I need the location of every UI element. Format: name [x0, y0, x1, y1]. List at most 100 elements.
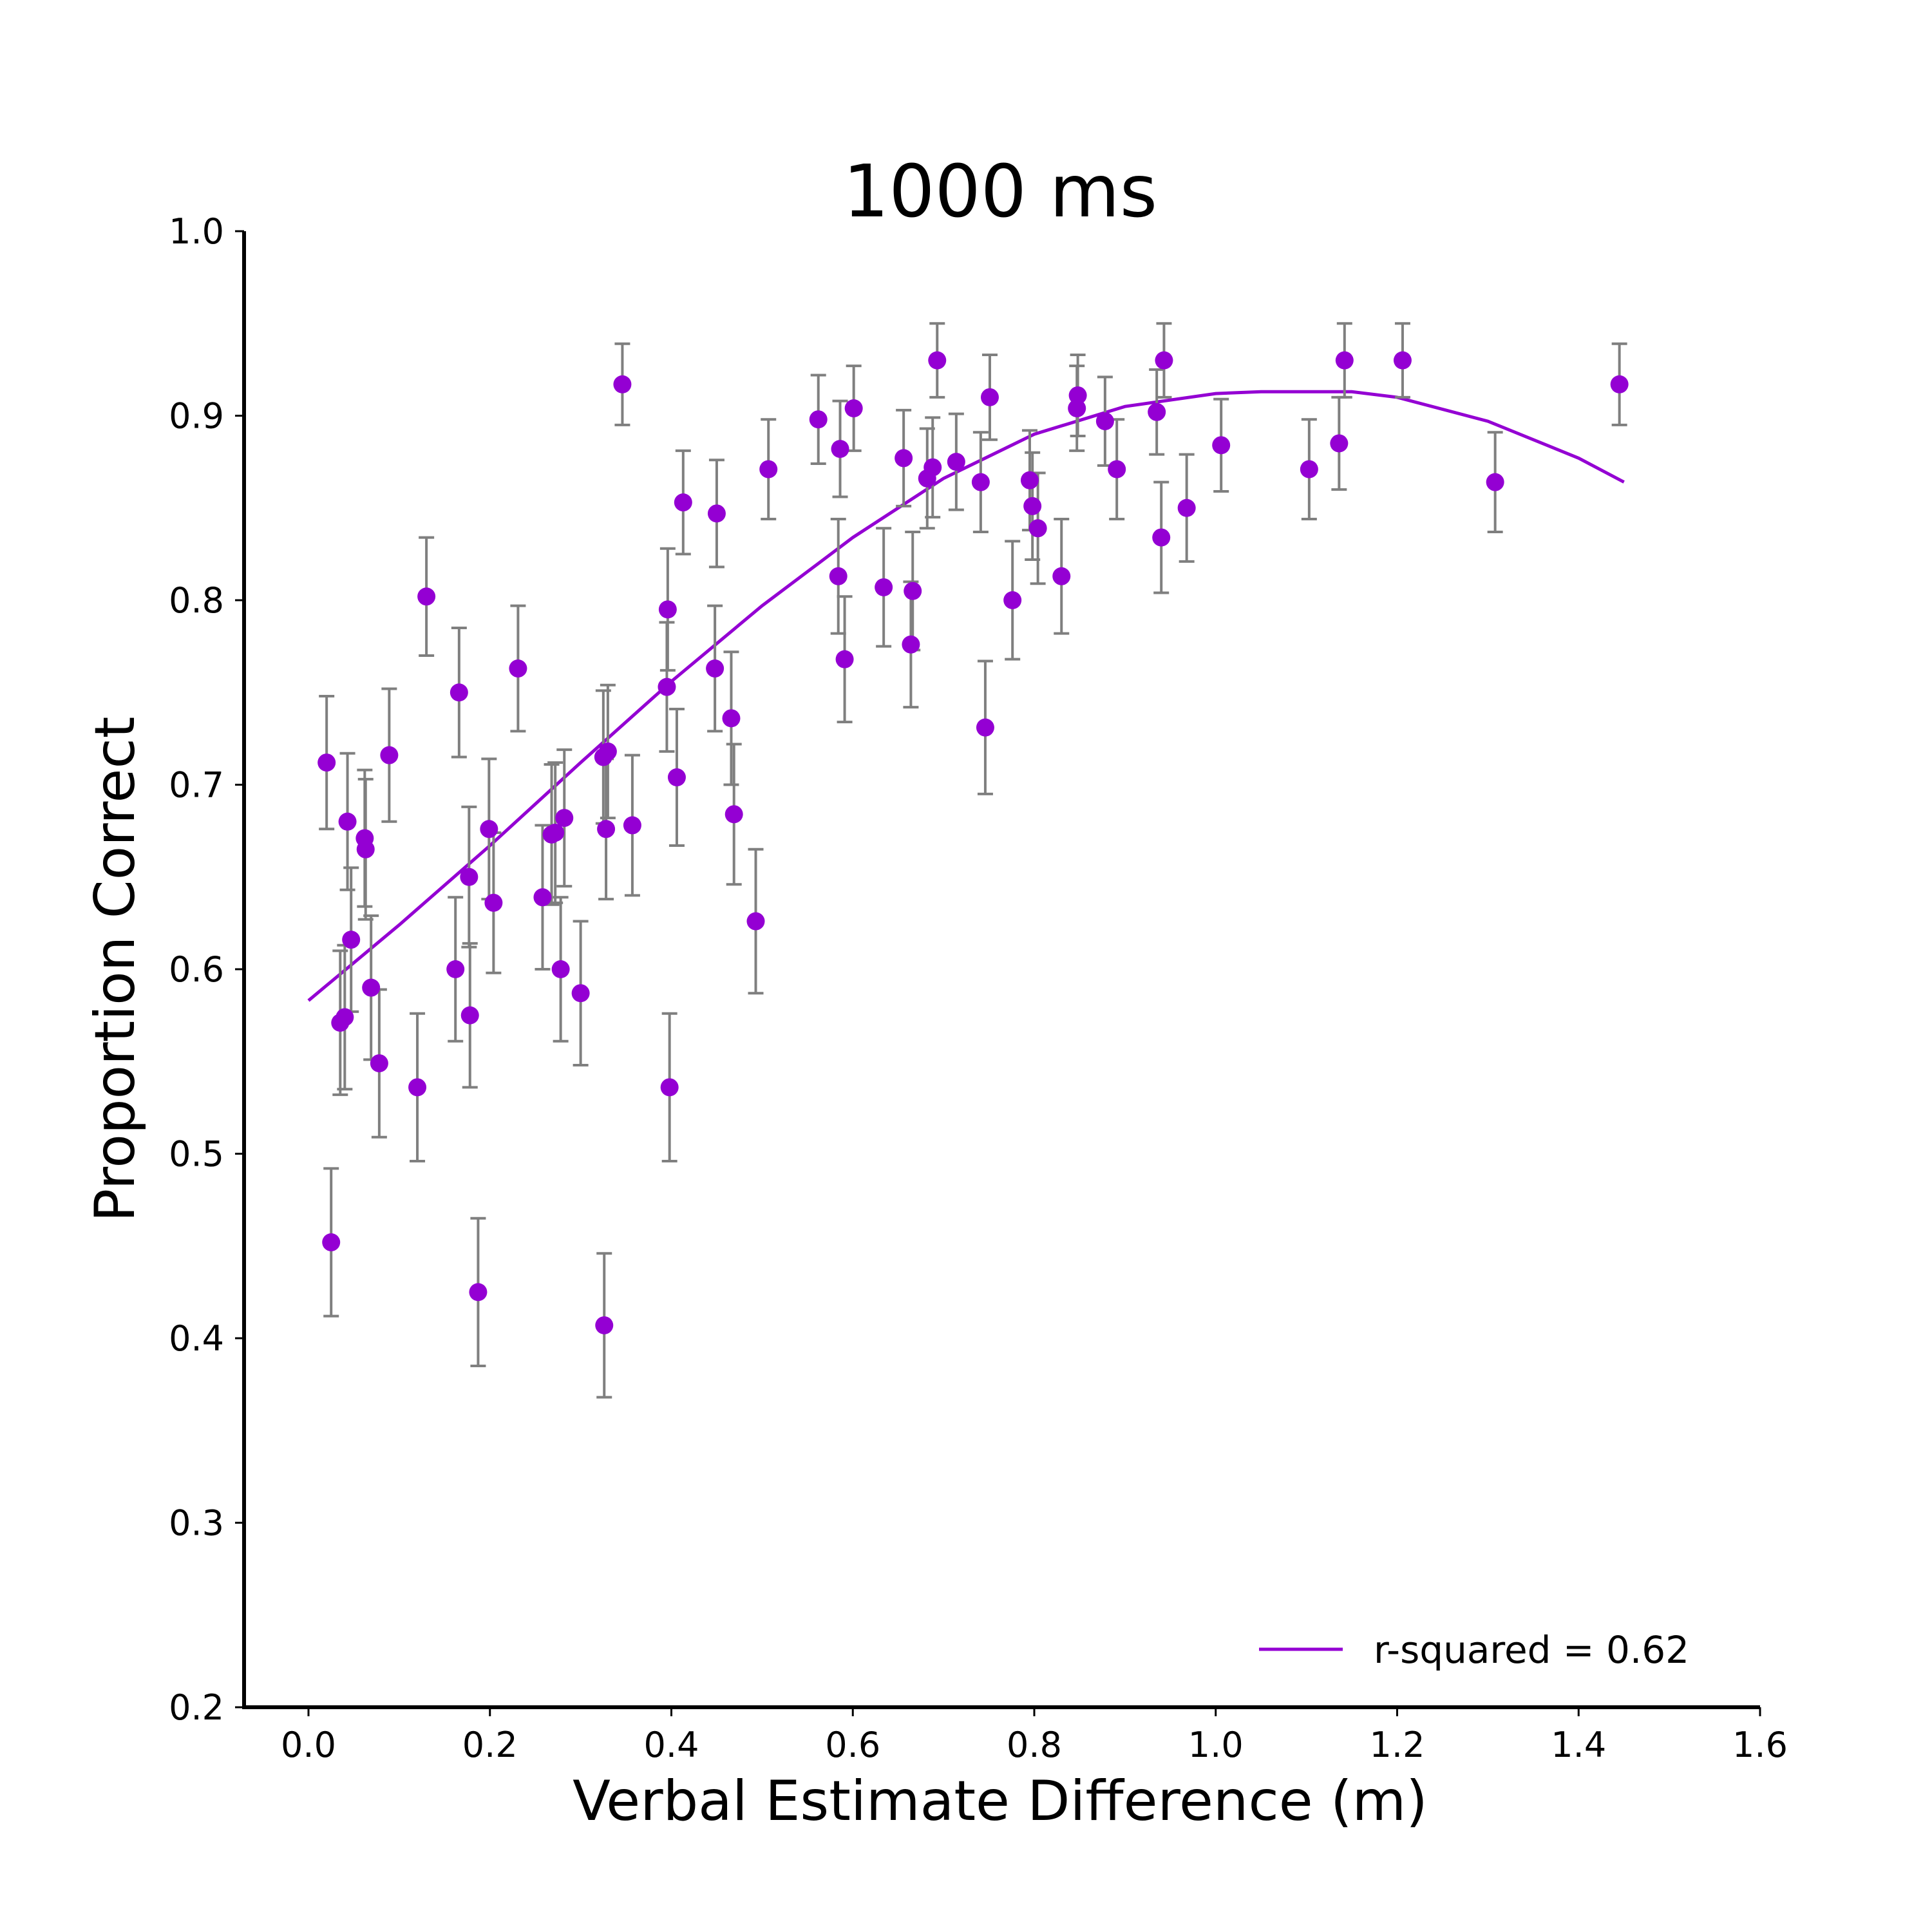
data-point: [1068, 386, 1087, 404]
data-point: [408, 1078, 427, 1097]
data-point: [706, 659, 724, 678]
data-point: [1330, 434, 1349, 453]
data-point: [1028, 519, 1047, 538]
x-tick-label: 1.0: [1188, 1725, 1244, 1765]
data-point: [370, 1054, 388, 1073]
x-tick-label: 1.4: [1551, 1725, 1606, 1765]
data-point: [460, 1006, 479, 1025]
y-tick-label: 0.9: [169, 396, 224, 437]
data-point: [904, 582, 922, 600]
data-point: [480, 820, 498, 838]
data-point: [667, 768, 686, 787]
data-point: [1393, 351, 1412, 370]
data-point: [1152, 528, 1171, 547]
data-point: [902, 635, 920, 654]
data-point: [484, 893, 503, 912]
data-point: [1155, 351, 1173, 370]
x-axis-ticks: 0.0 0.2 0.4 0.6 0.8 1.0 1.2 1.4 1.6: [281, 1707, 1788, 1765]
data-point: [829, 567, 848, 585]
data-point: [759, 460, 778, 478]
fit-curve: [307, 390, 1625, 1002]
data-point: [1023, 497, 1042, 515]
data-point: [923, 458, 942, 477]
data-point: [1003, 591, 1022, 609]
data-point: [613, 375, 632, 393]
legend-label: r-squared = 0.62: [1374, 1628, 1689, 1672]
x-tick-label: 0.6: [825, 1725, 880, 1765]
x-tick-label: 0.2: [462, 1725, 518, 1765]
y-tick-label: 0.2: [169, 1687, 224, 1728]
data-point: [598, 742, 617, 761]
data-point: [533, 888, 552, 907]
data-point: [317, 753, 336, 772]
x-tick-label: 1.2: [1370, 1725, 1425, 1765]
data-point: [724, 805, 743, 824]
data-point: [875, 578, 893, 596]
data-point: [595, 1316, 614, 1334]
data-point: [809, 410, 828, 429]
fit-layer: [307, 390, 1625, 1002]
data-point: [1212, 436, 1231, 455]
data-point: [336, 1008, 354, 1027]
data-point: [338, 812, 357, 831]
y-axis-title: Proportion Correct: [83, 717, 147, 1222]
data-point: [1610, 375, 1629, 393]
data-point: [1020, 471, 1039, 489]
data-point: [623, 816, 641, 835]
data-point: [460, 867, 478, 886]
data-point: [356, 840, 375, 858]
data-point: [831, 440, 849, 459]
x-tick-label: 0.0: [281, 1725, 336, 1765]
y-axis-ticks: 0.2 0.3 0.4 0.5 0.6 0.7 0.8 0.9 1.0: [169, 211, 244, 1728]
data-point: [971, 473, 990, 491]
x-tick-label: 0.8: [1007, 1725, 1062, 1765]
data-point: [509, 659, 527, 678]
data-point: [571, 984, 590, 1003]
y-tick-label: 0.6: [169, 949, 224, 990]
data-point: [976, 718, 994, 737]
data-point: [1052, 567, 1071, 585]
data-point: [362, 978, 381, 997]
data-point: [1148, 402, 1166, 421]
data-point: [928, 351, 947, 370]
data-point: [446, 960, 465, 978]
data-point: [746, 912, 765, 931]
data-point: [546, 823, 565, 842]
data-point: [658, 677, 676, 696]
data-point: [342, 931, 361, 949]
data-point: [1335, 351, 1354, 370]
data-point: [707, 504, 726, 523]
data-point: [980, 388, 999, 406]
data-point: [380, 746, 399, 764]
y-tick-label: 0.5: [169, 1134, 224, 1175]
x-tick-label: 0.4: [644, 1725, 699, 1765]
data-point: [417, 587, 436, 606]
y-tick-label: 0.3: [169, 1503, 224, 1544]
data-point: [1177, 498, 1196, 517]
data-point: [469, 1283, 488, 1302]
data-point: [844, 399, 863, 418]
y-tick-label: 0.7: [169, 765, 224, 806]
data-point: [1068, 399, 1086, 418]
data-point: [555, 809, 574, 828]
data-point: [551, 960, 570, 978]
data-point: [947, 453, 965, 471]
data-point: [658, 600, 677, 619]
data-point: [1486, 473, 1504, 491]
data-point: [835, 650, 854, 668]
data-point: [1108, 460, 1126, 478]
y-tick-label: 1.0: [169, 211, 224, 252]
x-axis-title: Verbal Estimate Difference (m): [573, 1769, 1428, 1833]
legend: r-squared = 0.62: [1259, 1628, 1689, 1672]
data-point: [722, 709, 741, 728]
chart-title: 1000 ms: [843, 150, 1157, 234]
data-point: [674, 493, 692, 512]
data-point: [597, 820, 616, 838]
data-point: [660, 1078, 679, 1097]
x-tick-label: 1.6: [1732, 1725, 1788, 1765]
y-tick-label: 0.4: [169, 1318, 224, 1359]
data-point: [450, 683, 468, 702]
point-layer: [317, 351, 1629, 1334]
data-point: [322, 1233, 341, 1252]
